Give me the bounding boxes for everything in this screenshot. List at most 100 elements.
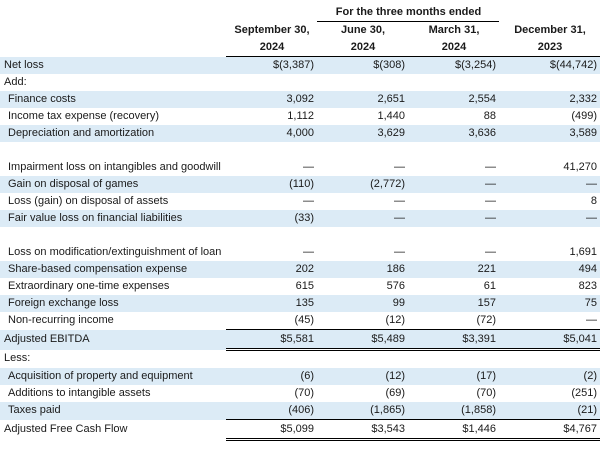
cell-value: $(3,387) [226, 56, 317, 74]
row-label: Extraordinary one-time expenses [8, 280, 170, 292]
cell-value: (110) [226, 176, 317, 193]
cell-value: 3,636 [408, 125, 499, 142]
cell-value: 61 [483, 280, 496, 292]
cell-value: — [394, 195, 405, 207]
cell-value: (499) [571, 110, 597, 122]
cell-value: $(308) [317, 56, 408, 74]
cell-value: $5,041 [499, 329, 600, 351]
column-header-jun-2024-line2: 2024 [317, 39, 408, 57]
cell-value: (21) [499, 402, 600, 420]
row-label: Finance costs [0, 91, 226, 108]
cell-value: 1,112 [287, 110, 314, 122]
cell-value: 2,554 [408, 91, 499, 108]
cell-value: $(44,742) [499, 56, 600, 74]
table-row-gain-disposal-games: Gain on disposal of games (110) (2,772) … [0, 176, 600, 193]
column-header-mar-2024-line1: March 31, [428, 24, 480, 36]
table-body: Net loss $(3,387) $(308) $(3,254) $(44,7… [0, 56, 600, 441]
cell-value: 99 [317, 295, 408, 312]
cell-value: (12) [317, 368, 408, 385]
period-span-label: For the three months ended [317, 4, 499, 22]
cell-value: (2) [499, 368, 600, 385]
table-row-loan-modification: Loss on modification/extinguishment of l… [0, 227, 600, 261]
column-header-sep-2024-line2: 2024 [226, 39, 317, 57]
cell-value: $(3,254) [408, 56, 499, 74]
reconciliation-table: For the three months ended September 30,… [0, 4, 600, 441]
cell-value: (1,858) [408, 402, 499, 420]
cell-value: 202 [226, 261, 317, 278]
cell-value: $1,446 [408, 419, 499, 441]
table-row-share-based-comp: Share-based compensation expense 202 186… [0, 261, 600, 278]
column-header-mar-2024-line2: 2024 [408, 39, 499, 57]
cell-value: (1,865) [317, 402, 408, 420]
table-row-income-tax: Income tax expense (recovery) 1,112 1,44… [0, 108, 600, 125]
cell-value: (45) [294, 314, 314, 326]
cell-value: — [586, 314, 597, 326]
table-row-fair-value-loss: Fair value loss on financial liabilities… [0, 210, 600, 227]
row-label: Loss on modification/extinguishment of l… [8, 246, 222, 258]
cell-value: (6) [226, 368, 317, 385]
cell-value: 221 [408, 261, 499, 278]
cell-value: — [317, 210, 408, 227]
column-header-dec-2023-line1: December 31, [514, 23, 586, 36]
table-row-non-recurring-income: Non-recurring income (45) (12) (72) — [0, 312, 600, 330]
row-label: Adjusted EBITDA [0, 329, 226, 350]
row-label: Loss (gain) on disposal of assets [8, 195, 169, 207]
table-row-adjusted-ebitda: Adjusted EBITDA $5,581 $5,489 $3,391 $5,… [0, 329, 600, 351]
column-header-jun-2024-line1: June 30, [340, 24, 386, 36]
cell-value: — [394, 246, 405, 258]
cell-value: $5,489 [317, 329, 408, 351]
row-label: Gain on disposal of games [0, 176, 226, 193]
row-label: Additions to intangible assets [8, 387, 151, 399]
cell-value: (17) [408, 368, 499, 385]
row-label: Less: [4, 352, 31, 365]
cell-value: (406) [226, 402, 317, 420]
cell-value: 3,589 [499, 125, 600, 142]
cell-value: 8 [590, 195, 597, 207]
cell-value: — [408, 210, 499, 227]
cell-value: (69) [385, 387, 405, 399]
cell-value: 2,651 [317, 91, 408, 108]
table-row-adjusted-fcf: Adjusted Free Cash Flow $5,099 $3,543 $1… [0, 419, 600, 441]
row-label: Impairment loss on intangibles and goodw… [8, 161, 221, 173]
cell-value: 2,332 [499, 91, 600, 108]
cell-value: — [303, 246, 314, 258]
table-row-net-loss: Net loss $(3,387) $(308) $(3,254) $(44,7… [0, 56, 600, 74]
table-row-impairment: Impairment loss on intangibles and goodw… [0, 142, 600, 176]
table-header: For the three months ended September 30,… [0, 4, 600, 57]
row-label: Income tax expense (recovery) [8, 110, 160, 122]
cell-value: (72) [476, 314, 496, 326]
column-header-dec-2023-line2: 2023 [499, 39, 600, 57]
cell-value: 494 [499, 261, 600, 278]
row-label: Adjusted Free Cash Flow [4, 423, 128, 435]
cell-value: 88 [483, 110, 496, 122]
cell-value: — [303, 161, 314, 173]
cell-value: (251) [571, 387, 597, 399]
cell-value: 157 [408, 295, 499, 312]
cell-value: 41,270 [563, 161, 597, 173]
cell-value: — [485, 195, 496, 207]
table-row-finance-costs: Finance costs 3,092 2,651 2,554 2,332 [0, 91, 600, 108]
row-label: Fair value loss on financial liabilities [0, 210, 226, 227]
cell-value: 75 [499, 295, 600, 312]
table-row-less: Less: [0, 350, 600, 369]
cell-value: $5,099 [226, 419, 317, 441]
cell-value: (33) [226, 210, 317, 227]
row-label: Acquisition of property and equipment [0, 368, 226, 385]
table-row-add: Add: [0, 74, 600, 91]
cell-value: (2,772) [317, 176, 408, 193]
cell-value: $3,543 [317, 419, 408, 441]
cell-value: 1,440 [377, 110, 405, 122]
row-label: Foreign exchange loss [0, 295, 226, 312]
cell-value: 3,092 [226, 91, 317, 108]
cell-value: — [499, 176, 600, 193]
row-label: Depreciation and amortization [0, 125, 226, 142]
cell-value: $5,581 [226, 329, 317, 351]
table-row-loss-disposal-assets: Loss (gain) on disposal of assets — — — … [0, 193, 600, 210]
table-row-fx-loss: Foreign exchange loss 135 99 157 75 [0, 295, 600, 312]
table-row-depreciation: Depreciation and amortization 4,000 3,62… [0, 125, 600, 142]
table-row-acquisition-ppe: Acquisition of property and equipment (6… [0, 368, 600, 385]
cell-value: (12) [385, 314, 405, 326]
row-label: Non-recurring income [8, 314, 114, 327]
cell-value: — [394, 161, 405, 173]
